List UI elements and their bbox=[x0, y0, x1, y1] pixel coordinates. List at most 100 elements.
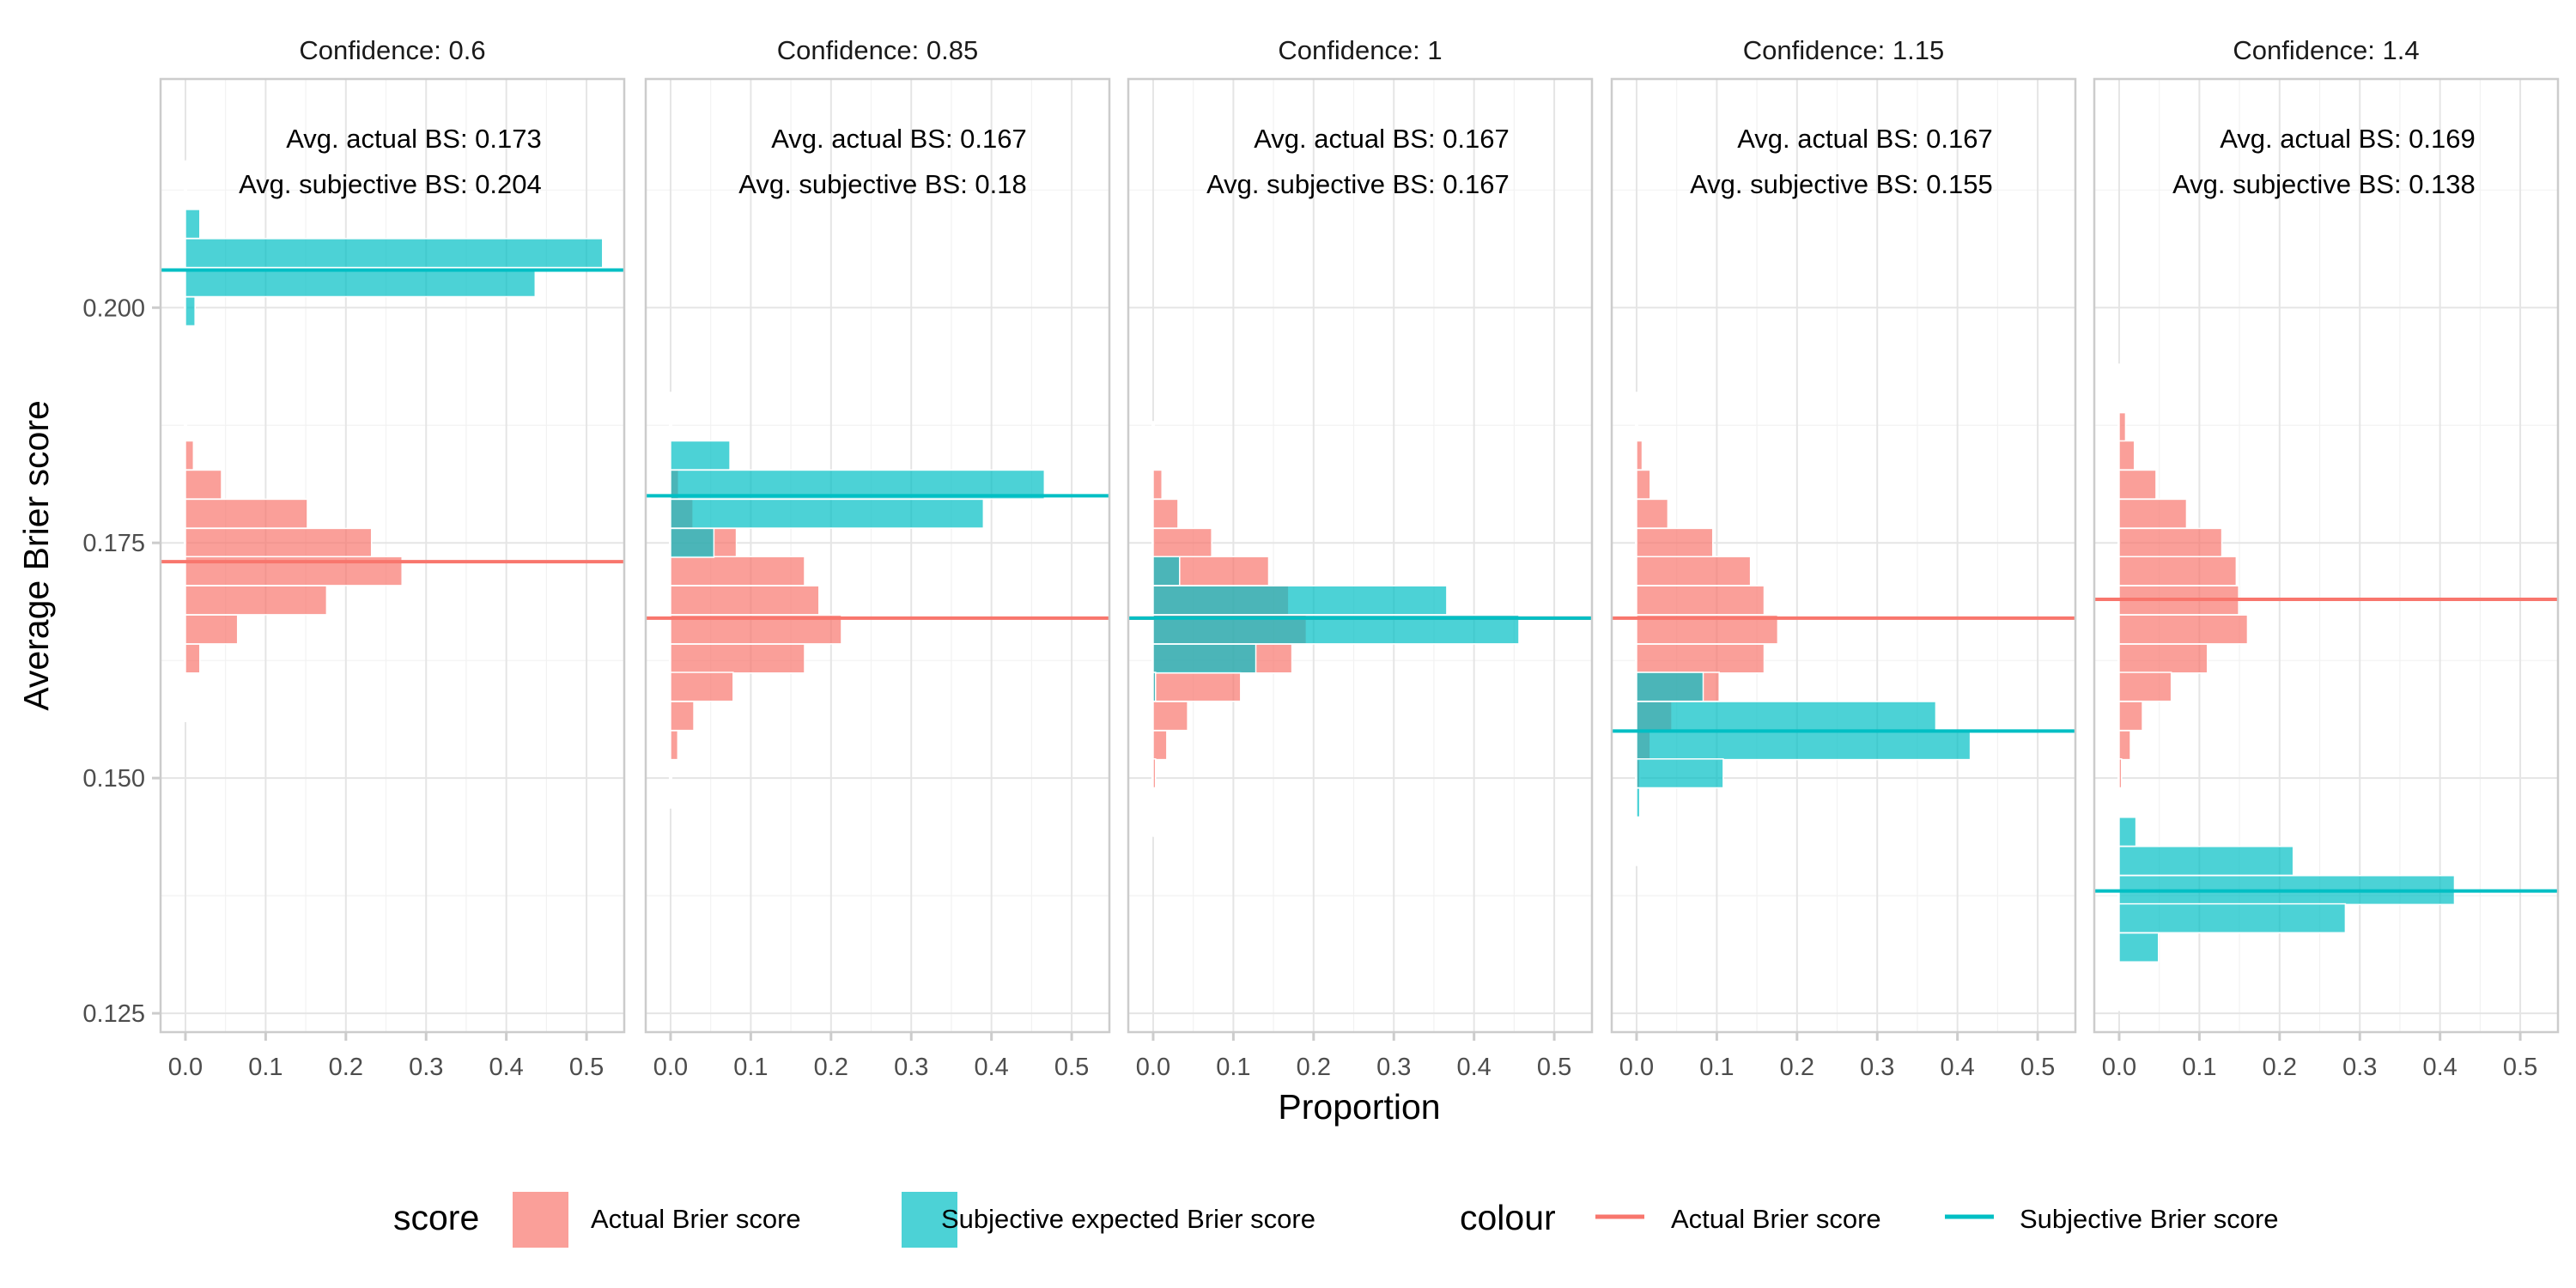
x-tick-label: 0.2 bbox=[2263, 1054, 2297, 1081]
facet-panel: Confidence: 1.4 Avg. actual BS: 0.169 Avg.… bbox=[2093, 35, 2560, 1081]
panels: Confidence: 0.6 Avg. actual BS: 0.173 Avg.… bbox=[159, 35, 2560, 1081]
bar-actual bbox=[2118, 411, 2127, 442]
facet-panel: Confidence: 1 Avg. actual BS: 0.167 Avg. s… bbox=[1127, 35, 1594, 1081]
bar-subjective bbox=[1152, 643, 1257, 674]
legend-label-subjective-fill: Subjective expected Brier score bbox=[941, 1204, 1315, 1234]
legend-colour-title: colour bbox=[1460, 1198, 1556, 1237]
x-tick-label: 0.1 bbox=[1699, 1054, 1734, 1081]
legend-key-actual-fill bbox=[513, 1192, 568, 1248]
annotation-avg-actual: Avg. actual BS: 0.173 bbox=[286, 124, 542, 154]
bar-actual bbox=[670, 556, 805, 586]
annotation-avg-actual: Avg. actual BS: 0.167 bbox=[1737, 124, 1993, 154]
facet-panel: Confidence: 0.85 Avg. actual BS: 0.167 Avg… bbox=[644, 35, 1111, 1081]
x-tick-label: 0.0 bbox=[653, 1054, 688, 1081]
facet-strip-label: Confidence: 1.15 bbox=[1743, 35, 1944, 65]
annotation-avg-actual: Avg. actual BS: 0.167 bbox=[1254, 124, 1510, 154]
bar-actual bbox=[185, 469, 222, 500]
legend-label-subjective-line: Subjective Brier score bbox=[2020, 1204, 2279, 1234]
bar-actual bbox=[185, 498, 308, 529]
bar-subjective bbox=[1636, 671, 1704, 702]
bar-subjective bbox=[2118, 846, 2294, 877]
bar-subjective bbox=[1636, 701, 1937, 732]
legend-label-actual-line: Actual Brier score bbox=[1671, 1204, 1881, 1234]
y-axis-title: Average Brier score bbox=[16, 400, 56, 711]
x-tick-label: 0.2 bbox=[1297, 1054, 1331, 1081]
bar-subjective bbox=[185, 238, 604, 269]
x-tick-label: 0.3 bbox=[894, 1054, 928, 1081]
bar-actual bbox=[2118, 730, 2131, 761]
bar-subjective bbox=[185, 296, 196, 327]
x-tick-label: 0.5 bbox=[2020, 1054, 2055, 1081]
x-tick-label: 0.1 bbox=[733, 1054, 768, 1081]
bar-subjective bbox=[2118, 902, 2347, 933]
x-tick-label: 0.1 bbox=[1216, 1054, 1250, 1081]
bar-actual bbox=[1152, 498, 1179, 529]
bar-actual bbox=[670, 585, 820, 616]
y-tick-label: 0.150 bbox=[82, 765, 145, 793]
bar-actual bbox=[2118, 440, 2136, 471]
x-tick-label: 0.0 bbox=[2102, 1054, 2136, 1081]
facet-panel: Confidence: 1.15 Avg. actual BS: 0.167 Avg… bbox=[1610, 35, 2077, 1081]
bar-actual bbox=[185, 527, 373, 558]
bar-subjective bbox=[1636, 730, 1971, 761]
x-axis-title: Proportion bbox=[1278, 1087, 1440, 1127]
bar-actual bbox=[185, 614, 239, 645]
x-tick-label: 0.0 bbox=[1136, 1054, 1170, 1081]
legend-fill-title: score bbox=[393, 1198, 479, 1237]
annotation-avg-subjective: Avg. subjective BS: 0.167 bbox=[1206, 169, 1510, 199]
y-tick-label: 0.175 bbox=[82, 530, 145, 557]
annotation-avg-subjective: Avg. subjective BS: 0.204 bbox=[239, 169, 542, 199]
bar-actual bbox=[185, 585, 328, 616]
bar-actual bbox=[1636, 585, 1765, 616]
x-tick-label: 0.3 bbox=[1376, 1054, 1411, 1081]
legend-label-actual-fill: Actual Brier score bbox=[591, 1204, 801, 1234]
bar-actual bbox=[2118, 614, 2249, 645]
bar-subjective bbox=[670, 527, 715, 558]
bar-actual bbox=[670, 701, 695, 732]
bar-actual bbox=[1152, 527, 1212, 558]
bar-actual bbox=[1152, 730, 1168, 761]
x-tick-label: 0.5 bbox=[1537, 1054, 1571, 1081]
bar-actual bbox=[1636, 643, 1765, 674]
y-axis: 0.125 0.150 0.175 0.200 bbox=[82, 295, 161, 1028]
bar-actual bbox=[185, 440, 195, 471]
x-tick-label: 0.4 bbox=[2423, 1054, 2458, 1081]
facet-strip-label: Confidence: 0.6 bbox=[299, 35, 485, 65]
bar-subjective bbox=[1152, 556, 1181, 586]
legend-key-subjective-fill bbox=[902, 1192, 957, 1248]
facet-panel: Confidence: 0.6 Avg. actual BS: 0.173 Avg.… bbox=[159, 35, 626, 1081]
bar-subjective bbox=[670, 440, 731, 471]
y-tick-label: 0.200 bbox=[82, 295, 145, 322]
x-tick-label: 0.2 bbox=[1780, 1054, 1814, 1081]
bar-actual bbox=[670, 643, 805, 674]
bar-actual bbox=[670, 671, 734, 702]
bar-actual bbox=[2118, 701, 2143, 732]
x-tick-label: 0.1 bbox=[248, 1054, 283, 1081]
bar-subjective bbox=[2118, 932, 2160, 963]
bar-subjective bbox=[670, 498, 985, 529]
x-tick-label: 0.2 bbox=[329, 1054, 363, 1081]
facet-strip-label: Confidence: 1 bbox=[1278, 35, 1442, 65]
bar-actual bbox=[1152, 671, 1242, 702]
x-tick-label: 0.3 bbox=[1860, 1054, 1894, 1081]
x-tick-label: 0.3 bbox=[2342, 1054, 2377, 1081]
bar-actual bbox=[1152, 469, 1163, 500]
panel-border bbox=[1127, 77, 1594, 1034]
bar-actual bbox=[2118, 556, 2238, 586]
annotation-avg-subjective: Avg. subjective BS: 0.18 bbox=[738, 169, 1026, 199]
annotation-avg-subjective: Avg. subjective BS: 0.138 bbox=[2172, 169, 2476, 199]
bar-actual bbox=[1636, 527, 1714, 558]
x-tick-label: 0.4 bbox=[489, 1054, 524, 1081]
x-tick-label: 0.4 bbox=[975, 1054, 1009, 1081]
facet-strip-label: Confidence: 1.4 bbox=[2233, 35, 2419, 65]
bar-actual bbox=[1636, 469, 1651, 500]
bar-actual bbox=[2118, 469, 2157, 500]
bar-actual bbox=[1636, 498, 1669, 529]
x-tick-label: 0.4 bbox=[1941, 1054, 1975, 1081]
x-tick-label: 0.0 bbox=[1619, 1054, 1654, 1081]
x-tick-label: 0.5 bbox=[1054, 1054, 1089, 1081]
bar-subjective bbox=[185, 209, 201, 240]
annotation-avg-actual: Avg. actual BS: 0.167 bbox=[771, 124, 1027, 154]
facet-strip-label: Confidence: 0.85 bbox=[777, 35, 978, 65]
